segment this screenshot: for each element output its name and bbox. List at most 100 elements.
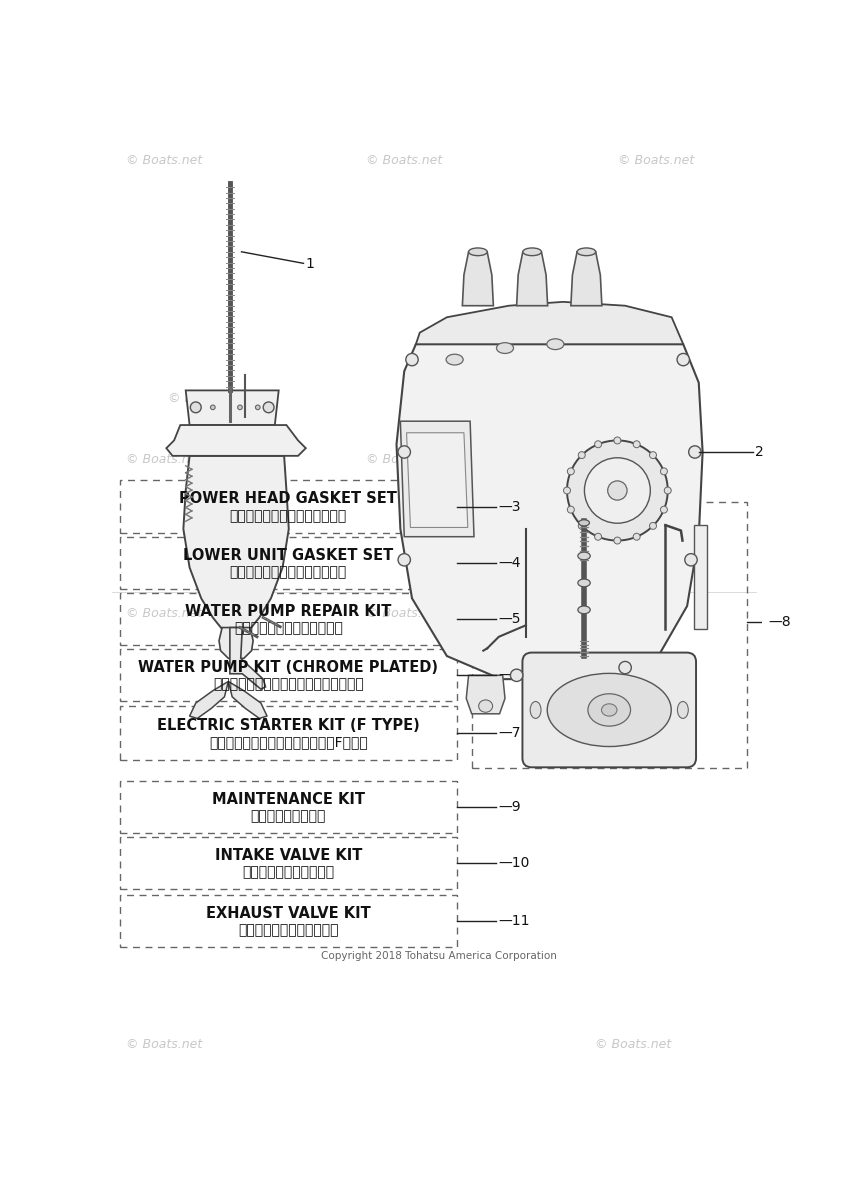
- Ellipse shape: [564, 700, 578, 713]
- Ellipse shape: [650, 522, 656, 529]
- Ellipse shape: [567, 468, 574, 475]
- Polygon shape: [407, 433, 468, 528]
- Text: —11: —11: [498, 914, 529, 928]
- Polygon shape: [551, 676, 590, 714]
- Text: © Boats.net: © Boats.net: [126, 607, 202, 620]
- Ellipse shape: [479, 700, 493, 713]
- Text: LOWER UNIT GASKET SET: LOWER UNIT GASKET SET: [183, 547, 394, 563]
- Polygon shape: [571, 252, 602, 306]
- Text: Copyright 2018 Tohatsu America Corporation: Copyright 2018 Tohatsu America Corporati…: [321, 952, 557, 961]
- Bar: [694, 526, 706, 629]
- Text: © Boats.net: © Boats.net: [595, 607, 671, 620]
- Text: © Boats.net: © Boats.net: [595, 454, 671, 466]
- Ellipse shape: [601, 703, 617, 716]
- Text: エレクトリックスタータキット（Fタイプ: エレクトリックスタータキット（Fタイプ: [209, 736, 368, 749]
- Ellipse shape: [614, 437, 621, 444]
- Text: インテークバルブキット: インテークバルブキット: [242, 865, 335, 880]
- Text: MAINTENANCE KIT: MAINTENANCE KIT: [212, 792, 365, 806]
- Text: INTAKE VALVE KIT: INTAKE VALVE KIT: [214, 848, 362, 863]
- Polygon shape: [416, 302, 684, 344]
- Polygon shape: [401, 421, 474, 536]
- Polygon shape: [185, 390, 279, 425]
- Ellipse shape: [634, 533, 640, 540]
- Polygon shape: [517, 252, 548, 306]
- Ellipse shape: [595, 440, 601, 448]
- Text: WATER PUMP REPAIR KIT: WATER PUMP REPAIR KIT: [185, 604, 391, 619]
- Ellipse shape: [634, 440, 640, 448]
- Ellipse shape: [595, 533, 601, 540]
- Text: © Boats.net: © Boats.net: [366, 607, 442, 620]
- Ellipse shape: [650, 451, 656, 458]
- Polygon shape: [183, 456, 289, 629]
- Polygon shape: [396, 344, 703, 679]
- Ellipse shape: [563, 487, 571, 494]
- Text: © Boats.net: © Boats.net: [366, 155, 442, 168]
- Ellipse shape: [607, 481, 627, 500]
- Ellipse shape: [689, 446, 701, 458]
- Ellipse shape: [661, 468, 667, 475]
- Ellipse shape: [468, 248, 487, 256]
- Text: © Boats.net: © Boats.net: [126, 454, 202, 466]
- Ellipse shape: [579, 451, 585, 458]
- Text: EXHAUST VALVE KIT: EXHAUST VALVE KIT: [206, 906, 371, 920]
- Ellipse shape: [211, 406, 215, 409]
- Polygon shape: [230, 628, 265, 689]
- Ellipse shape: [547, 338, 564, 349]
- Ellipse shape: [661, 506, 667, 514]
- Text: ウォータボンプリペアキット: ウォータボンプリペアキット: [234, 622, 343, 635]
- Text: —3: —3: [498, 499, 521, 514]
- Text: —4: —4: [498, 556, 521, 570]
- Text: エキゾーストバルブキット: エキゾーストバルブキット: [238, 923, 339, 937]
- Polygon shape: [466, 676, 505, 714]
- Polygon shape: [219, 628, 253, 659]
- Ellipse shape: [530, 702, 541, 719]
- Ellipse shape: [238, 406, 242, 409]
- Ellipse shape: [406, 354, 418, 366]
- Ellipse shape: [256, 406, 260, 409]
- Ellipse shape: [579, 520, 590, 526]
- Ellipse shape: [263, 402, 274, 413]
- Text: © Boats.net: © Boats.net: [126, 155, 202, 168]
- Text: © Boats.net: © Boats.net: [366, 454, 442, 466]
- Text: © Boats.net: © Boats.net: [595, 1038, 671, 1051]
- Text: —10: —10: [498, 856, 529, 870]
- Text: —9: —9: [498, 800, 521, 814]
- Text: © Boats.net: © Boats.net: [572, 391, 648, 404]
- Ellipse shape: [578, 580, 590, 587]
- Text: —7: —7: [498, 726, 521, 740]
- Ellipse shape: [567, 440, 667, 540]
- Text: WATER PUMP KIT (CHROME PLATED): WATER PUMP KIT (CHROME PLATED): [138, 660, 439, 676]
- Ellipse shape: [578, 606, 590, 613]
- Polygon shape: [637, 676, 676, 714]
- Ellipse shape: [614, 538, 621, 544]
- Ellipse shape: [588, 694, 630, 726]
- Text: ウォータボンプキット（クロムメッキ）: ウォータボンプキット（クロムメッキ）: [213, 678, 363, 691]
- Polygon shape: [166, 425, 306, 456]
- Ellipse shape: [619, 661, 631, 673]
- Ellipse shape: [523, 248, 541, 256]
- Text: 1: 1: [306, 257, 315, 271]
- Ellipse shape: [578, 552, 590, 559]
- Text: © Boats.net: © Boats.net: [618, 155, 695, 168]
- Ellipse shape: [567, 506, 574, 514]
- Text: —6: —6: [498, 668, 521, 683]
- Ellipse shape: [398, 446, 411, 458]
- Ellipse shape: [547, 673, 671, 746]
- Ellipse shape: [584, 457, 650, 523]
- Ellipse shape: [579, 522, 585, 529]
- Ellipse shape: [446, 354, 463, 365]
- Polygon shape: [229, 682, 267, 719]
- Text: © Boats.net: © Boats.net: [126, 1038, 202, 1051]
- Text: ELECTRIC STARTER KIT (F TYPE): ELECTRIC STARTER KIT (F TYPE): [157, 718, 420, 733]
- Text: メンテナンスキット: メンテナンスキット: [251, 809, 326, 823]
- Ellipse shape: [577, 248, 595, 256]
- Text: —8: —8: [768, 614, 791, 629]
- Text: 2: 2: [756, 445, 764, 458]
- Text: POWER HEAD GASKET SET: POWER HEAD GASKET SET: [180, 492, 397, 506]
- Ellipse shape: [398, 553, 411, 566]
- Ellipse shape: [191, 402, 202, 413]
- Ellipse shape: [685, 553, 697, 566]
- Text: © Boats.net: © Boats.net: [169, 391, 245, 404]
- Polygon shape: [462, 252, 493, 306]
- Ellipse shape: [664, 487, 671, 494]
